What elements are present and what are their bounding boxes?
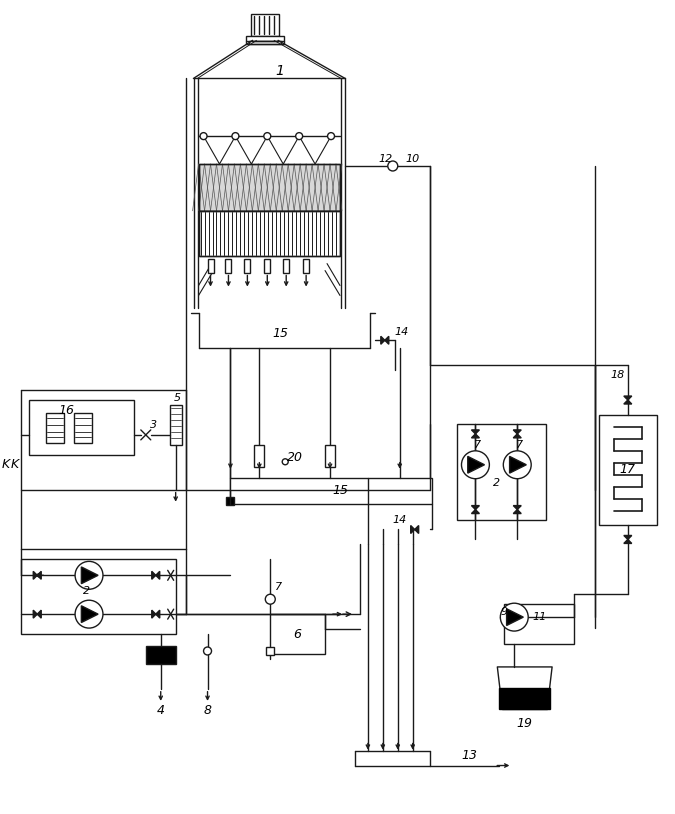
Text: 15: 15	[332, 484, 348, 497]
Text: 14: 14	[393, 514, 407, 524]
Bar	[456, 424, 546, 519]
Bar	[246, 36, 284, 41]
Polygon shape	[513, 510, 521, 514]
Bar	[254, 444, 265, 466]
Bar	[284, 259, 289, 273]
Bar	[22, 559, 176, 634]
Bar	[504, 604, 574, 644]
Bar	[198, 211, 340, 256]
Text: 9: 9	[501, 607, 508, 617]
Text: 16: 16	[58, 405, 74, 418]
Text: K: K	[10, 458, 18, 471]
Circle shape	[500, 603, 529, 631]
Polygon shape	[513, 430, 521, 434]
Text: 15: 15	[272, 326, 288, 339]
Circle shape	[327, 133, 335, 140]
Circle shape	[282, 459, 288, 465]
Polygon shape	[471, 434, 479, 438]
Polygon shape	[510, 457, 526, 473]
Text: 7: 7	[516, 440, 523, 450]
Polygon shape	[37, 571, 41, 580]
Bar	[244, 259, 250, 273]
Text: 17: 17	[620, 463, 636, 476]
Circle shape	[232, 133, 239, 140]
Polygon shape	[156, 610, 160, 618]
Text: 11: 11	[532, 612, 546, 622]
Polygon shape	[468, 457, 485, 473]
Polygon shape	[471, 510, 479, 514]
Polygon shape	[33, 610, 37, 618]
Text: 19: 19	[517, 717, 533, 730]
Circle shape	[296, 133, 302, 140]
Bar	[226, 497, 234, 505]
Polygon shape	[414, 526, 418, 533]
Text: 20: 20	[287, 451, 303, 464]
Polygon shape	[507, 609, 523, 625]
Bar	[198, 164, 340, 211]
Text: 10: 10	[406, 154, 420, 164]
Bar	[249, 41, 281, 45]
Circle shape	[264, 133, 271, 140]
Circle shape	[200, 133, 207, 140]
Bar	[169, 405, 182, 444]
Polygon shape	[381, 336, 385, 344]
Polygon shape	[152, 610, 156, 618]
Polygon shape	[624, 400, 632, 404]
Text: 6: 6	[294, 628, 302, 641]
Text: 4: 4	[157, 704, 165, 717]
Text: 7: 7	[275, 582, 281, 593]
Bar	[251, 14, 279, 36]
Text: 7: 7	[474, 440, 481, 450]
Polygon shape	[471, 430, 479, 434]
Bar	[230, 478, 431, 504]
Polygon shape	[513, 505, 521, 510]
Circle shape	[75, 600, 103, 628]
Polygon shape	[410, 526, 414, 533]
Polygon shape	[624, 536, 632, 540]
Bar	[74, 413, 92, 443]
Polygon shape	[37, 610, 41, 618]
Polygon shape	[33, 571, 37, 580]
Text: 14: 14	[395, 327, 409, 337]
Circle shape	[388, 161, 398, 171]
Bar	[267, 647, 274, 655]
Circle shape	[204, 647, 211, 655]
Circle shape	[504, 451, 531, 479]
Text: 13: 13	[462, 749, 477, 762]
Bar	[265, 259, 270, 273]
Bar	[198, 211, 340, 256]
Bar	[500, 688, 550, 709]
Bar	[207, 259, 213, 273]
Circle shape	[462, 451, 489, 479]
Bar	[225, 259, 232, 273]
Text: 12: 12	[379, 154, 393, 164]
Circle shape	[265, 594, 275, 604]
Polygon shape	[152, 571, 156, 580]
Circle shape	[75, 562, 103, 589]
Bar	[599, 415, 657, 524]
Bar	[303, 259, 309, 273]
Text: 18: 18	[611, 370, 625, 380]
Bar	[270, 614, 325, 654]
Polygon shape	[385, 336, 389, 344]
Text: 2: 2	[82, 586, 90, 596]
Polygon shape	[624, 540, 632, 544]
Text: 5: 5	[174, 393, 181, 403]
Polygon shape	[156, 571, 160, 580]
Text: 1: 1	[276, 64, 285, 78]
Polygon shape	[624, 396, 632, 400]
Polygon shape	[471, 505, 479, 510]
Bar	[146, 646, 176, 664]
Bar	[198, 164, 340, 211]
Text: K: K	[1, 458, 9, 471]
Polygon shape	[513, 434, 521, 438]
Bar	[46, 413, 64, 443]
Text: 8: 8	[204, 704, 211, 717]
Text: 3: 3	[151, 420, 157, 430]
Polygon shape	[82, 567, 98, 584]
Bar	[325, 444, 335, 466]
Text: 2: 2	[493, 478, 500, 488]
Polygon shape	[82, 606, 98, 623]
Bar	[29, 400, 134, 455]
